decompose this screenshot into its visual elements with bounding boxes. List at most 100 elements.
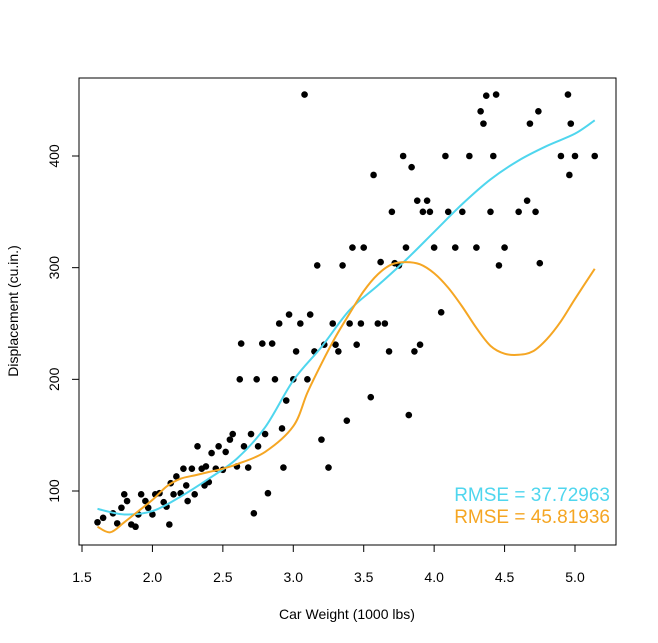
data-point bbox=[419, 208, 427, 216]
x-tick-label: 2.5 bbox=[213, 569, 233, 585]
data-point bbox=[301, 91, 308, 98]
fit-lines bbox=[97, 119, 596, 534]
data-point bbox=[329, 320, 337, 327]
data-point bbox=[261, 430, 269, 438]
data-point bbox=[377, 258, 384, 266]
data-point bbox=[184, 497, 191, 505]
data-point bbox=[567, 120, 575, 127]
data-point bbox=[413, 197, 421, 204]
data-point bbox=[236, 376, 244, 383]
data-point bbox=[411, 348, 418, 355]
data-point bbox=[402, 244, 410, 251]
data-point bbox=[444, 208, 452, 216]
data-point bbox=[250, 510, 258, 517]
data-point bbox=[182, 482, 190, 489]
fit-line-1 bbox=[97, 119, 596, 516]
data-point bbox=[339, 262, 346, 269]
data-point bbox=[535, 108, 542, 115]
fit-line-2 bbox=[97, 261, 596, 534]
data-point bbox=[188, 465, 196, 472]
data-point bbox=[437, 309, 445, 316]
data-point bbox=[490, 152, 497, 160]
data-point bbox=[482, 92, 490, 99]
data-point bbox=[313, 262, 321, 269]
data-point bbox=[492, 91, 500, 98]
data-point bbox=[202, 463, 210, 470]
data-point bbox=[557, 152, 565, 160]
data-point bbox=[180, 465, 187, 472]
y-tick-label: 300 bbox=[46, 256, 62, 280]
data-point bbox=[480, 120, 487, 127]
data-point bbox=[142, 497, 149, 505]
data-point bbox=[487, 208, 494, 216]
data-point bbox=[306, 311, 314, 318]
data-point bbox=[473, 244, 480, 251]
data-point bbox=[349, 244, 356, 251]
data-point bbox=[271, 376, 279, 383]
data-point bbox=[264, 489, 272, 497]
data-point bbox=[280, 464, 287, 471]
data-point bbox=[237, 340, 245, 347]
data-point bbox=[191, 491, 198, 498]
scatter-points bbox=[94, 91, 599, 531]
x-tick-label: 1.5 bbox=[72, 569, 92, 585]
data-point bbox=[523, 197, 531, 204]
data-point bbox=[304, 376, 311, 383]
data-point bbox=[426, 208, 434, 216]
data-point bbox=[501, 244, 508, 251]
data-point bbox=[247, 430, 255, 438]
data-point bbox=[405, 411, 413, 419]
data-point bbox=[408, 163, 415, 171]
data-point bbox=[430, 244, 438, 251]
x-tick-label: 3.0 bbox=[284, 569, 304, 585]
data-point bbox=[325, 464, 332, 471]
data-point bbox=[318, 436, 325, 443]
y-tick-label: 400 bbox=[46, 144, 62, 168]
data-point bbox=[526, 120, 534, 127]
data-point bbox=[353, 341, 360, 349]
data-point bbox=[399, 152, 407, 160]
data-point bbox=[564, 91, 572, 98]
data-point bbox=[335, 348, 342, 355]
data-point bbox=[278, 425, 286, 432]
y-tick-label: 200 bbox=[46, 367, 62, 391]
x-axis-title: Car Weight (1000 lbs) bbox=[279, 606, 415, 622]
data-point bbox=[258, 340, 266, 347]
data-point bbox=[385, 348, 393, 355]
data-point bbox=[374, 320, 382, 327]
data-point bbox=[144, 504, 152, 512]
data-point bbox=[113, 520, 121, 527]
x-axis: 1.5 2.0 2.5 3.0 3.5 4.0 4.5 5.0 bbox=[72, 544, 585, 585]
data-point bbox=[275, 320, 283, 327]
data-point bbox=[357, 320, 365, 327]
data-point bbox=[132, 523, 139, 531]
data-point bbox=[215, 443, 222, 450]
y-tick-label: 100 bbox=[46, 479, 62, 503]
y-axis-title: Displacement (cu.in.) bbox=[5, 245, 21, 377]
data-point bbox=[173, 473, 180, 480]
data-point bbox=[343, 417, 351, 424]
data-point bbox=[149, 511, 156, 518]
data-point bbox=[451, 244, 459, 251]
data-point bbox=[118, 504, 125, 512]
x-tick-label: 4.5 bbox=[495, 569, 515, 585]
data-point bbox=[123, 497, 131, 505]
data-point bbox=[244, 464, 252, 471]
data-point bbox=[346, 320, 353, 327]
data-point bbox=[282, 397, 290, 404]
data-point bbox=[240, 443, 248, 450]
data-point bbox=[194, 443, 201, 450]
data-point bbox=[253, 376, 260, 383]
data-point bbox=[459, 208, 466, 216]
data-point bbox=[571, 152, 579, 160]
data-point bbox=[99, 514, 107, 522]
data-point bbox=[367, 393, 375, 401]
data-point bbox=[254, 443, 262, 450]
x-tick-label: 5.0 bbox=[565, 569, 585, 585]
data-point bbox=[297, 320, 304, 327]
data-point bbox=[536, 259, 544, 267]
data-point bbox=[120, 491, 128, 498]
data-point bbox=[268, 340, 276, 347]
data-point bbox=[226, 436, 234, 443]
